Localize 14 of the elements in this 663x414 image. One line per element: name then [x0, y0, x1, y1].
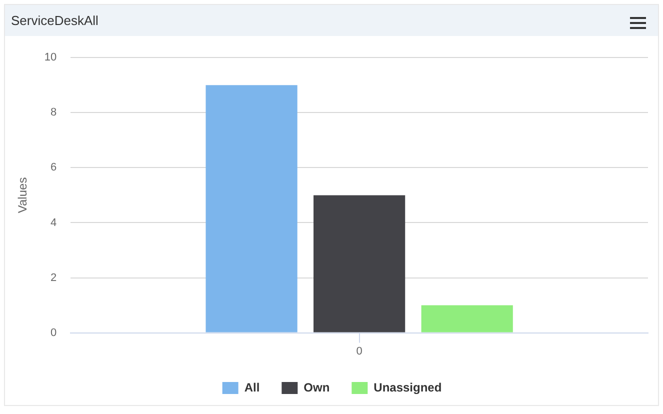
y-tick-label: 6 [50, 162, 57, 174]
legend-label: All [244, 380, 260, 394]
bar [206, 85, 298, 332]
y-tick-label: 4 [50, 216, 57, 229]
y-tick-label: 10 [44, 52, 57, 64]
y-tick-label: 2 [50, 272, 57, 284]
y-axis-title: Values [16, 177, 30, 214]
bar [421, 305, 513, 332]
chart-title: ServiceDeskAll [11, 13, 98, 28]
legend-label: Own [304, 380, 330, 394]
bar [314, 195, 406, 332]
y-tick-label: 8 [50, 106, 57, 119]
y-tick-label: 0 [50, 326, 57, 339]
legend-label: Unassigned [374, 380, 442, 394]
